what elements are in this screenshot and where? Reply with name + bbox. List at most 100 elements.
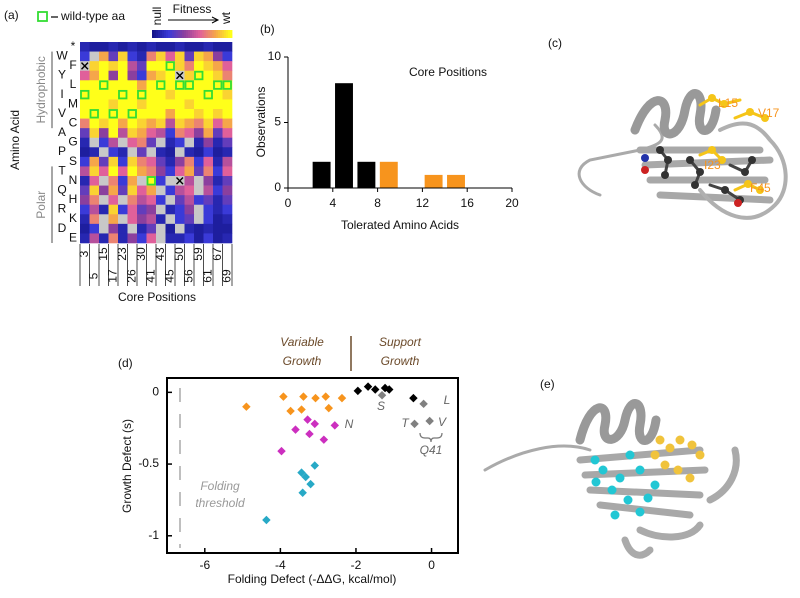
atoms <box>708 94 769 194</box>
heatmap-cell <box>184 89 195 100</box>
y-tick-label: F <box>69 58 76 72</box>
residue-label: I23 <box>704 158 721 172</box>
bar <box>312 161 331 188</box>
colorbar-swatch <box>162 30 165 38</box>
x-axis-label: Tolerated Amino Acids <box>341 218 459 232</box>
heatmap-cell <box>108 51 119 62</box>
heatmap-cell <box>108 166 119 177</box>
x-tick-label: 23 <box>115 247 129 261</box>
heatmap-cell <box>213 223 223 234</box>
loop <box>621 446 740 559</box>
colorbar-arrow <box>168 16 220 24</box>
heatmap-cell <box>184 223 195 234</box>
heatmap-cell <box>203 70 214 81</box>
heatmap-cell <box>99 185 109 196</box>
heatmap-cell <box>194 80 204 91</box>
heatmap-cell <box>127 42 138 52</box>
heatmap-cell <box>127 147 138 158</box>
heatmap-cell <box>175 156 185 167</box>
x-tick-label: 45 <box>162 269 176 283</box>
point <box>410 419 419 429</box>
point <box>425 416 434 426</box>
heatmap-cell <box>184 51 195 62</box>
heatmap-cell <box>99 109 109 119</box>
heatmap-cell <box>127 51 138 62</box>
colorbar-swatch <box>192 30 195 38</box>
heatmap-cell <box>184 42 195 52</box>
heatmap-cell <box>146 128 157 139</box>
heatmap-cell <box>99 70 109 81</box>
point <box>353 386 363 396</box>
heatmap-cell <box>118 204 128 215</box>
heatmap-cell <box>146 61 157 72</box>
heatmap-cell <box>80 233 90 244</box>
heatmap-cell <box>99 176 109 186</box>
heatmap-cell <box>118 70 128 81</box>
heatmap-cell <box>118 51 128 62</box>
heatmap-cell <box>203 233 214 244</box>
heatmap-cell <box>175 166 185 177</box>
heatmap-cell <box>194 204 204 215</box>
heatmap-cell <box>165 70 176 81</box>
y-tick-label: A <box>58 125 66 139</box>
x-axis-label: Folding Defect (-ΔΔG, kcal/mol) <box>228 572 397 586</box>
colorbar-swatch <box>214 30 217 38</box>
colorbar-swatch <box>196 30 199 38</box>
heatmap-cell <box>137 61 147 72</box>
y-axis-label: Observations <box>254 87 268 158</box>
heatmap-cell <box>99 233 109 244</box>
heatmap-cell <box>127 176 138 186</box>
strand <box>576 446 709 519</box>
heatmap-cell <box>80 80 90 91</box>
heatmap-cell <box>165 223 176 234</box>
heatmap-cell <box>108 147 119 158</box>
residue-label: F45 <box>750 181 771 195</box>
heatmap-cell <box>194 185 204 196</box>
colorbar-swatch <box>200 30 203 38</box>
heatmap-cell <box>165 61 176 72</box>
heatmap-cell <box>156 156 166 167</box>
colorbar-swatch <box>198 30 201 38</box>
heatmap-cell <box>80 185 90 196</box>
heatmap-cell <box>89 147 100 158</box>
heatmap-cell <box>137 195 147 206</box>
y-tick-label: L <box>70 77 77 91</box>
heatmap-cell <box>80 204 90 215</box>
heatmap-cell <box>184 176 195 186</box>
heatmap-cell <box>137 204 147 215</box>
x-tick-label: 41 <box>143 269 157 283</box>
heatmap-cell <box>213 61 223 72</box>
heatmap-cell <box>222 214 233 225</box>
point <box>297 468 306 477</box>
heatmap-cell <box>165 109 176 119</box>
heatmap-cell <box>89 128 100 139</box>
heatmap-cell <box>194 118 204 129</box>
wild-type-box <box>222 80 232 90</box>
x-tick-label: 16 <box>461 196 475 210</box>
heatmap-cell <box>99 147 109 158</box>
heatmap-cell <box>213 99 223 110</box>
heatmap-cell <box>118 223 128 234</box>
x-tick-label: 3 <box>77 250 91 257</box>
heatmap-cell <box>108 70 119 81</box>
colorbar-swatch <box>218 30 221 38</box>
colorbar-swatch <box>174 30 177 38</box>
heatmap-cell <box>213 51 223 62</box>
heatmap-cell <box>222 109 233 119</box>
heatmap-cell <box>213 109 223 119</box>
wild-type-box <box>118 89 128 100</box>
wild-type-box <box>165 61 175 71</box>
heatmap-cell <box>137 166 147 177</box>
helix <box>575 399 661 445</box>
heatmap-cell <box>222 128 233 139</box>
heatmap-cell <box>222 70 233 81</box>
heatmap-cell <box>175 80 185 91</box>
point-label: T <box>401 416 410 430</box>
heatmap-cell <box>165 195 176 206</box>
heatmap-cell <box>89 156 100 167</box>
point-label: Q41 <box>420 443 443 457</box>
heatmap-cell <box>127 166 138 177</box>
annotation: Folding <box>200 479 240 493</box>
heatmap-cell <box>108 128 119 139</box>
heatmap-cell <box>108 42 119 52</box>
